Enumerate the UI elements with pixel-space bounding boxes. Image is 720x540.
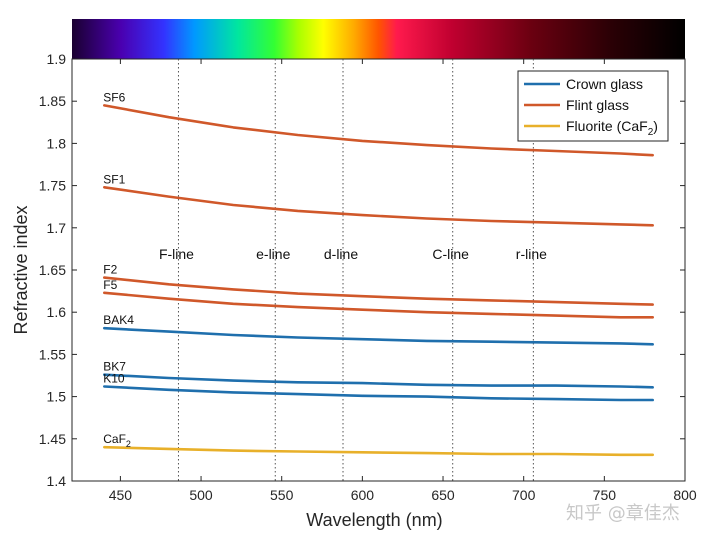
series-line [103, 385, 655, 402]
series-line [103, 445, 655, 457]
series-label-subscript: 2 [126, 439, 131, 449]
y-tick-label: 1.75 [39, 178, 66, 194]
y-tick-label: 1.9 [47, 51, 67, 67]
x-tick-label: 550 [270, 487, 294, 503]
legend-label-subscript: 2 [648, 127, 654, 138]
y-tick-label: 1.8 [47, 135, 67, 151]
y-tick-label: 1.85 [39, 93, 66, 109]
y-tick-label: 1.4 [47, 473, 67, 489]
series-label: F2 [103, 263, 117, 277]
reference-line-label: F-line [159, 246, 194, 262]
y-tick-label: 1.6 [47, 304, 67, 320]
y-axis-label: Refractive index [11, 205, 31, 334]
x-axis-label: Wavelength (nm) [306, 510, 442, 530]
spectrum-bar [72, 19, 685, 59]
legend-label: Crown glass [566, 76, 643, 92]
series-line [103, 373, 655, 389]
series-line [103, 104, 655, 157]
x-tick-label: 700 [512, 487, 536, 503]
x-tick-label: 650 [431, 487, 455, 503]
plot-area: 450 500 550 600 650 700 750 800 1.4 1.45 1.5 1.55 1.… [11, 51, 697, 530]
reference-line-label: r-line [516, 246, 547, 262]
x-tick-label: 450 [109, 487, 133, 503]
series-line [103, 186, 655, 227]
y-tick-label: 1.5 [47, 389, 67, 405]
x-tick-label: 600 [351, 487, 375, 503]
series-label: F5 [103, 278, 117, 292]
series-line [103, 276, 655, 306]
legend-label-suffix: ) [653, 118, 658, 134]
x-tick-label: 500 [189, 487, 213, 503]
legend-label: Fluorite (CaF2) [566, 118, 658, 138]
reference-line-label: C-line [432, 246, 469, 262]
watermark: 知乎 @章佳杰 [566, 503, 680, 524]
series-line [103, 326, 655, 346]
x-tick-label: 750 [593, 487, 617, 503]
x-tick-label: 800 [673, 487, 697, 503]
y-tick-label: 1.55 [39, 346, 66, 362]
y-tick-label: 1.7 [47, 220, 67, 236]
series-label: SF1 [103, 172, 125, 186]
series-label: CaF2 [103, 432, 131, 449]
series-label: SF6 [103, 90, 125, 104]
series-label: BK7 [103, 360, 126, 374]
reference-line-label: e-line [256, 246, 290, 262]
series-label: BAK4 [103, 313, 134, 327]
series-line [103, 291, 655, 319]
series-label: K10 [103, 371, 125, 385]
legend-label: Flint glass [566, 97, 629, 113]
reference-line-label: d-line [324, 246, 358, 262]
y-tick-label: 1.65 [39, 262, 66, 278]
y-tick-label: 1.45 [39, 431, 66, 447]
